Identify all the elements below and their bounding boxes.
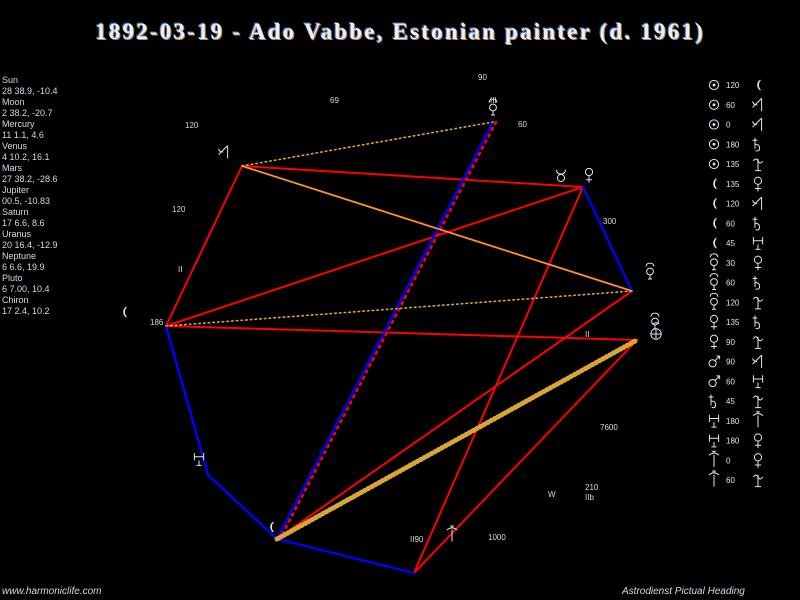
svg-text:120: 120	[726, 298, 740, 307]
svg-text:186: 186	[150, 318, 164, 327]
svg-text:90: 90	[726, 338, 735, 347]
svg-text:135: 135	[726, 318, 740, 327]
svg-text:120: 120	[172, 205, 186, 214]
svg-text:60: 60	[726, 279, 735, 288]
svg-text:180: 180	[726, 437, 740, 446]
svg-text:45: 45	[726, 397, 735, 406]
svg-text:II90: II90	[410, 535, 424, 544]
svg-text:7600: 7600	[600, 423, 618, 432]
svg-text:60: 60	[726, 101, 735, 110]
svg-text:210: 210	[585, 483, 599, 492]
svg-text:45: 45	[726, 239, 735, 248]
svg-text:W: W	[548, 490, 556, 499]
svg-text:180: 180	[726, 417, 740, 426]
svg-text:69: 69	[330, 96, 339, 105]
svg-text:II: II	[178, 265, 182, 274]
svg-text:180: 180	[726, 140, 740, 149]
svg-text:II: II	[585, 330, 589, 339]
svg-text:60: 60	[726, 377, 735, 386]
svg-text:0: 0	[726, 456, 731, 465]
svg-text:30: 30	[726, 259, 735, 268]
svg-text:135: 135	[726, 160, 740, 169]
svg-text:120: 120	[726, 200, 740, 209]
svg-text:1000: 1000	[488, 533, 506, 542]
svg-text:60: 60	[518, 120, 527, 129]
svg-text:135: 135	[726, 180, 740, 189]
svg-text:60: 60	[726, 219, 735, 228]
svg-text:120: 120	[185, 121, 199, 130]
svg-text:0: 0	[726, 121, 731, 130]
svg-text:III: III	[490, 96, 497, 105]
svg-text:300: 300	[603, 217, 617, 226]
svg-text:60: 60	[726, 476, 735, 485]
svg-text:90: 90	[726, 358, 735, 367]
svg-text:IIb: IIb	[585, 493, 594, 502]
svg-text:90: 90	[478, 73, 487, 82]
svg-text:120: 120	[726, 81, 740, 90]
